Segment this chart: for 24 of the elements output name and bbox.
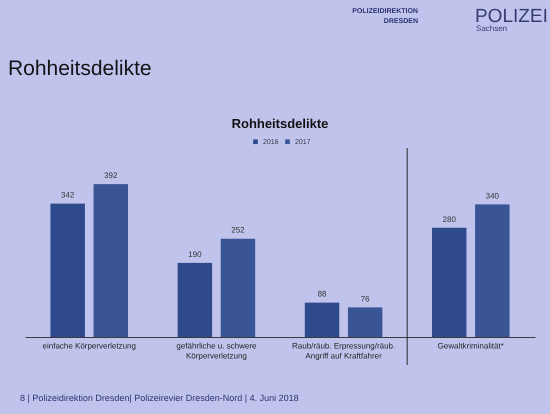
data-label: 342 [60,190,75,200]
text: 8 | Polizeidirektion Dresden| Polizeirevier Dresden-Nord | 4. Juni 2018 [20,393,299,403]
bar [304,302,340,337]
data-label: 252 [231,226,246,235]
x-tick-label: Gewaltkriminalität* [438,342,504,350]
text: Rohheitsdelikte [8,57,152,80]
text: Sachsen [476,24,508,33]
x-tick-label: Raub/räub. Erpressung/räub. Angriff auf Kraftfahrer [292,342,396,360]
bar [94,184,128,337]
data-label: 340 [486,191,500,200]
data-label: 190 [188,250,202,259]
bar [220,238,256,337]
data-label: 392 [104,171,118,180]
x-tick-label: einfache Körperverletzung [42,342,136,350]
bar [50,204,85,337]
data-label: 88 [318,290,328,299]
data-label: 280 [442,214,456,224]
bar [178,262,212,337]
bar [475,204,510,337]
bar [432,228,466,337]
bar [348,307,382,337]
x-tick-label: gefährliche u. schwere Körperverletzung [176,342,257,360]
data-label: 76 [360,294,370,304]
chart-title: Rohheitsdelikte [232,116,328,131]
